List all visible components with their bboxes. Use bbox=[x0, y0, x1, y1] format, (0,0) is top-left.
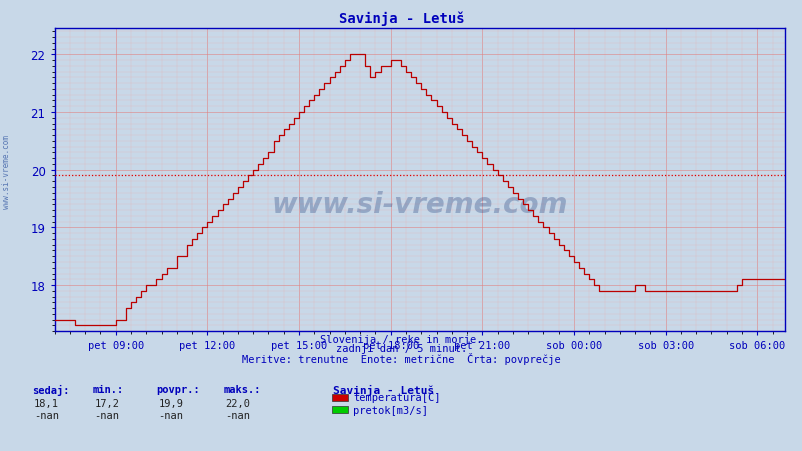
Text: zadnji dan / 5 minut.: zadnji dan / 5 minut. bbox=[335, 344, 467, 354]
Text: www.si-vreme.com: www.si-vreme.com bbox=[2, 134, 11, 208]
Text: Meritve: trenutne  Enote: metrične  Črta: povprečje: Meritve: trenutne Enote: metrične Črta: … bbox=[242, 353, 560, 365]
Text: 22,0: 22,0 bbox=[225, 398, 250, 408]
Text: www.si-vreme.com: www.si-vreme.com bbox=[271, 191, 568, 219]
Text: Savinja - Letuš: Savinja - Letuš bbox=[333, 384, 434, 395]
Text: -nan: -nan bbox=[225, 410, 250, 420]
Text: -nan: -nan bbox=[34, 410, 59, 420]
Text: -nan: -nan bbox=[158, 410, 184, 420]
Text: Savinja - Letuš: Savinja - Letuš bbox=[338, 11, 464, 26]
Text: Slovenija / reke in morje.: Slovenija / reke in morje. bbox=[320, 335, 482, 345]
Text: maks.:: maks.: bbox=[223, 384, 261, 394]
Text: povpr.:: povpr.: bbox=[156, 384, 200, 394]
Text: 17,2: 17,2 bbox=[94, 398, 119, 408]
Text: 18,1: 18,1 bbox=[34, 398, 59, 408]
Text: temperatura[C]: temperatura[C] bbox=[353, 392, 440, 402]
Text: 19,9: 19,9 bbox=[158, 398, 184, 408]
Text: -nan: -nan bbox=[94, 410, 119, 420]
Text: sedaj:: sedaj: bbox=[32, 384, 70, 395]
Text: pretok[m3/s]: pretok[m3/s] bbox=[353, 405, 427, 415]
Text: min.:: min.: bbox=[92, 384, 124, 394]
